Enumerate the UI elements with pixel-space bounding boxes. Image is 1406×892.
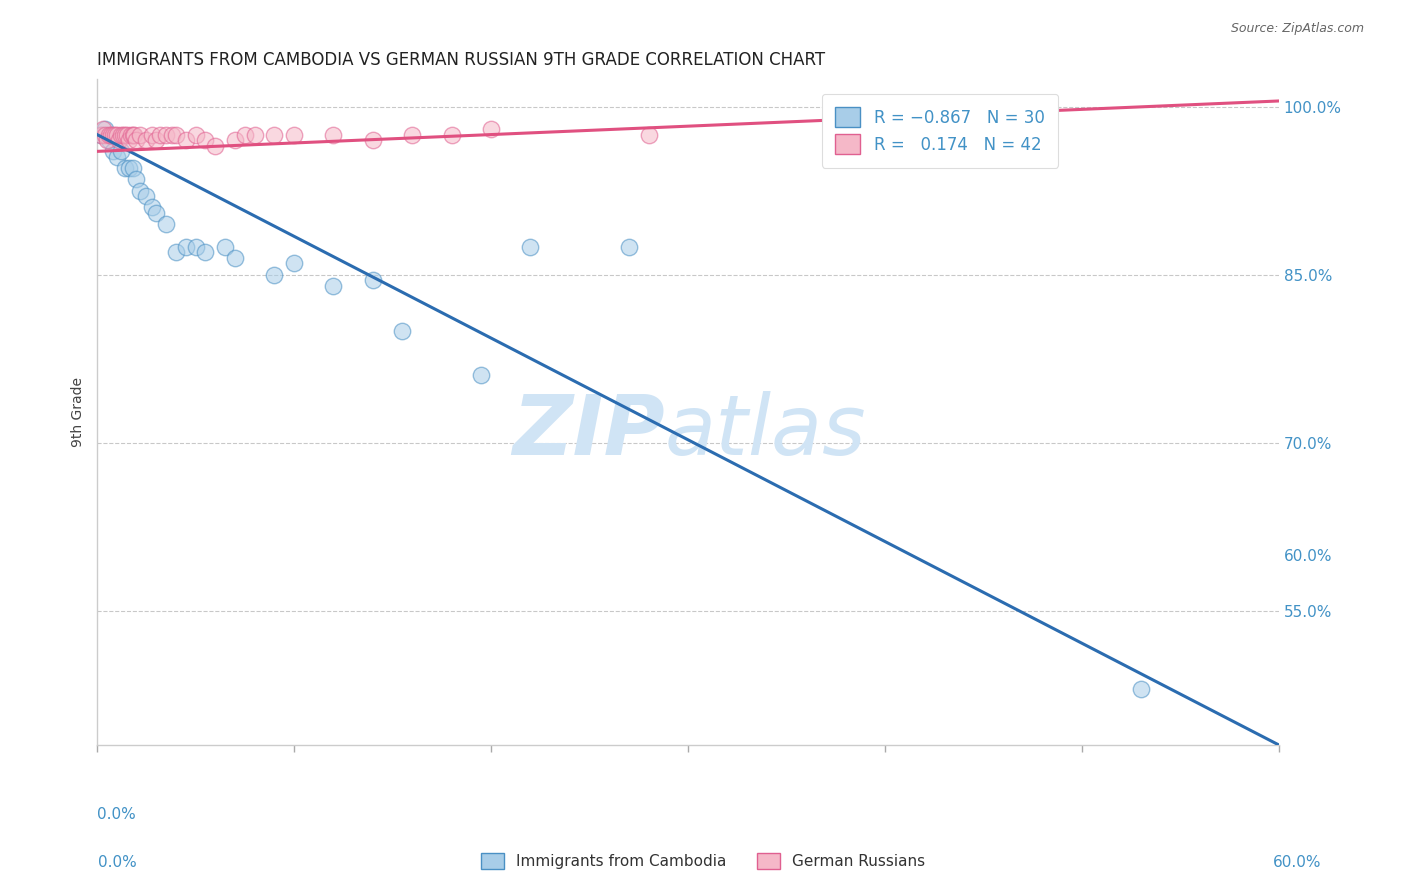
Point <box>165 128 187 142</box>
Point <box>124 128 146 142</box>
Point <box>104 128 127 142</box>
Point <box>90 128 112 142</box>
Point <box>617 239 640 253</box>
Point <box>322 128 344 142</box>
Point <box>96 133 118 147</box>
Point <box>519 239 541 253</box>
Point <box>121 128 143 142</box>
Point <box>401 128 423 142</box>
Point <box>135 133 157 147</box>
Point <box>233 128 256 142</box>
Point <box>194 133 217 147</box>
Point <box>263 128 285 142</box>
Point <box>174 239 197 253</box>
Point <box>94 122 117 136</box>
Point <box>91 122 114 136</box>
Point <box>120 128 142 142</box>
Point <box>391 324 413 338</box>
Point <box>141 128 163 142</box>
Point <box>107 133 129 147</box>
Point <box>100 128 122 142</box>
Point <box>114 161 136 176</box>
Point <box>114 128 136 142</box>
Point <box>110 128 132 142</box>
Legend: Immigrants from Cambodia, German Russians: Immigrants from Cambodia, German Russian… <box>475 847 931 875</box>
Point <box>97 133 120 147</box>
Point <box>470 368 492 383</box>
Point <box>440 128 463 142</box>
Point <box>97 128 120 142</box>
Point <box>145 206 167 220</box>
Point <box>135 189 157 203</box>
Point <box>117 133 139 147</box>
Point <box>90 128 112 142</box>
Point <box>149 128 172 142</box>
Point <box>155 217 177 231</box>
Point <box>283 256 305 270</box>
Point <box>224 251 246 265</box>
Point <box>214 239 236 253</box>
Legend: R = −0.867   N = 30, R =   0.174   N = 42: R = −0.867 N = 30, R = 0.174 N = 42 <box>823 94 1057 168</box>
Point <box>184 128 207 142</box>
Text: atlas: atlas <box>665 392 866 472</box>
Point <box>129 184 152 198</box>
Text: ZIP: ZIP <box>512 392 665 472</box>
Text: Source: ZipAtlas.com: Source: ZipAtlas.com <box>1230 22 1364 36</box>
Y-axis label: 9th Grade: 9th Grade <box>72 376 86 447</box>
Point <box>101 145 124 159</box>
Point <box>115 128 138 142</box>
Point <box>283 128 305 142</box>
Point <box>243 128 266 142</box>
Point <box>322 278 344 293</box>
Point <box>1130 681 1153 696</box>
Point <box>160 128 183 142</box>
Text: IMMIGRANTS FROM CAMBODIA VS GERMAN RUSSIAN 9TH GRADE CORRELATION CHART: IMMIGRANTS FROM CAMBODIA VS GERMAN RUSSI… <box>97 51 825 69</box>
Point <box>224 133 246 147</box>
Point <box>105 150 128 164</box>
Point <box>125 133 148 147</box>
Point <box>174 133 197 147</box>
Point <box>129 128 152 142</box>
Point <box>155 128 177 142</box>
Point <box>121 161 143 176</box>
Point <box>105 128 128 142</box>
Point <box>361 133 384 147</box>
Point <box>204 138 226 153</box>
Point <box>637 128 659 142</box>
Point <box>101 128 124 142</box>
Point <box>184 239 207 253</box>
Point <box>141 200 163 214</box>
Text: 60.0%: 60.0% <box>1274 855 1322 870</box>
Point <box>110 145 132 159</box>
Point <box>111 128 134 142</box>
Point <box>361 273 384 287</box>
Point <box>145 133 167 147</box>
Point <box>165 245 187 260</box>
Point <box>117 161 139 176</box>
Point <box>479 122 502 136</box>
Point <box>194 245 217 260</box>
Point <box>263 268 285 282</box>
Text: 0.0%: 0.0% <box>97 806 136 822</box>
Point <box>125 172 148 186</box>
Text: 0.0%: 0.0% <box>98 855 138 870</box>
Point <box>94 128 117 142</box>
